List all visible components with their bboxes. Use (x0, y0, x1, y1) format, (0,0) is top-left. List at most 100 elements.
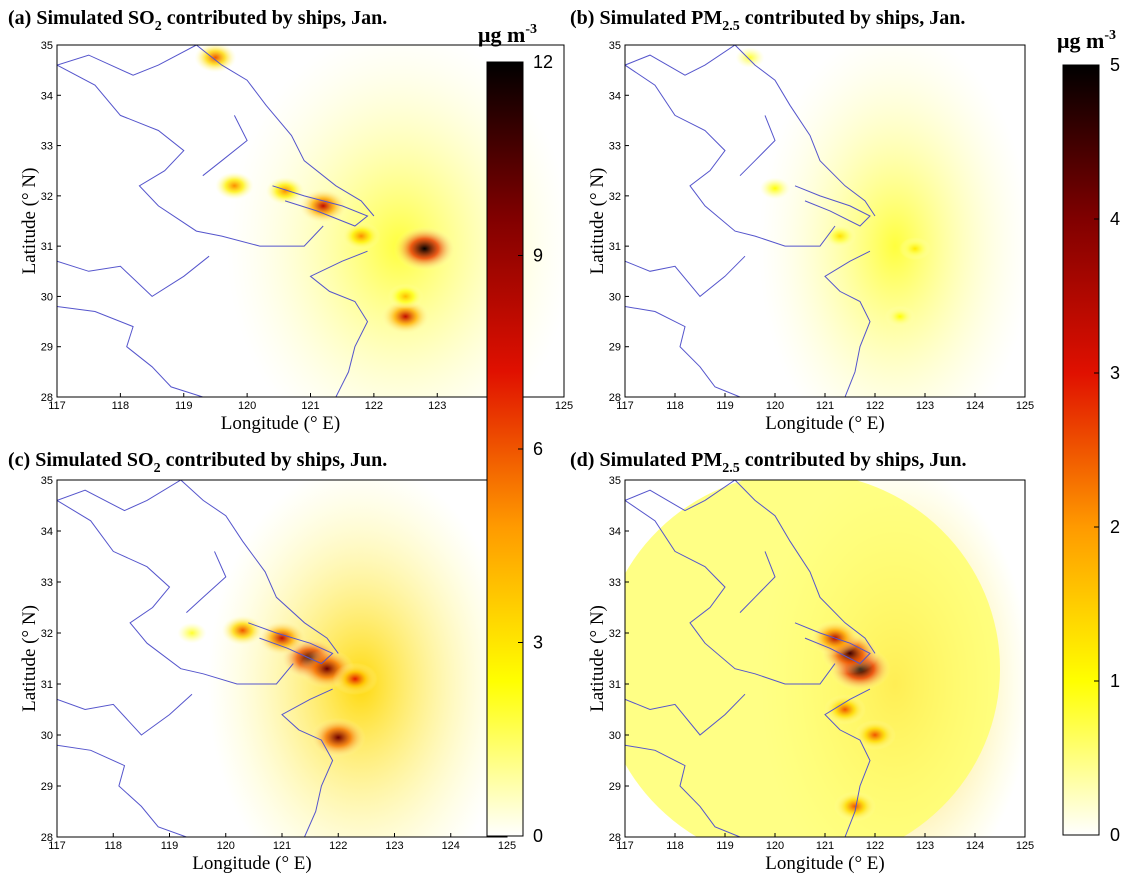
panel-d: 117 118 119 120 121 122 123 124 125 28 29 30 31 32 33 3… (570, 449, 1034, 874)
y-tick-label: 34 (41, 526, 53, 538)
boundary-line (794, 622, 871, 665)
x-tick-label: 117 (48, 400, 66, 412)
boundary-line (57, 744, 187, 837)
colorbar-so2: 0 3 6 9 12 μg m-3 (478, 22, 553, 846)
panels: 1171181191201211221231241252829303132333… (8, 7, 1034, 874)
boundary-line (272, 185, 369, 227)
x-tick-label: 124 (966, 400, 984, 412)
colorbar-tick-label: 4 (1110, 209, 1120, 229)
y-tick-label: 29 (41, 781, 53, 793)
boundary-line (625, 64, 836, 247)
colorbar-pm2-5: 0 1 2 3 4 5μg m-3 (1057, 28, 1120, 845)
hotspot (759, 177, 791, 200)
coastline-boundaries (625, 45, 876, 397)
hotspot (393, 226, 456, 271)
x-axis-label: Longitude (° E) (221, 413, 340, 434)
boundary-line (57, 45, 197, 76)
y-tick-label: 34 (609, 90, 621, 102)
boundary-line (57, 306, 203, 397)
x-tick-label: 120 (217, 840, 235, 852)
y-tick-label: 32 (609, 191, 621, 203)
hotspot (884, 305, 916, 328)
colorbar-tick-label: 1 (1110, 671, 1120, 691)
coastline-boundaries (57, 480, 339, 837)
y-tick-label: 30 (609, 291, 621, 303)
boundary-line (625, 480, 736, 512)
boundary-line (57, 64, 324, 247)
y-tick-label: 30 (41, 291, 53, 303)
boundary-line (309, 250, 369, 397)
boundary-line (625, 693, 746, 736)
boundary-line (625, 306, 741, 397)
y-tick-label: 31 (41, 241, 53, 253)
boundary-line (57, 480, 182, 512)
panel-title: (a) Simulated SO2 contributed by ships, … (8, 7, 387, 34)
y-tick-label: 28 (41, 392, 53, 404)
boundary-line (180, 480, 339, 654)
hotspot (215, 171, 254, 200)
boundary-line (625, 499, 836, 685)
x-tick-label: 121 (273, 840, 291, 852)
hotspot (381, 299, 430, 334)
panel-title: (b) Simulated PM2.5 contributed by ships… (570, 7, 965, 34)
boundary-line (794, 185, 871, 227)
colorbar-tick-label: 3 (1110, 363, 1120, 383)
y-tick-label: 31 (609, 241, 621, 253)
boundary-line (824, 250, 871, 397)
colorbar-tick-label: 0 (533, 826, 543, 846)
y-tick-label: 29 (609, 342, 621, 354)
x-axis-label: Longitude (° E) (765, 853, 884, 874)
hotspot (332, 662, 378, 696)
boundary-line (739, 115, 776, 177)
x-tick-label: 120 (766, 400, 784, 412)
boundary-line (625, 45, 736, 76)
y-tick-label: 31 (609, 679, 621, 691)
panel-title: (c) Simulated SO2 contributed by ships, … (8, 449, 387, 476)
y-tick-label: 28 (41, 832, 53, 844)
y-tick-label: 35 (609, 40, 621, 52)
ambient-plume (226, 45, 564, 397)
heatmap-field (625, 480, 1025, 837)
x-tick-label: 120 (238, 400, 256, 412)
ambient-plume (759, 45, 1025, 397)
y-tick-label: 30 (609, 730, 621, 742)
y-tick-label: 33 (609, 577, 621, 589)
boundary-line (734, 480, 876, 654)
coastline-boundaries (625, 480, 876, 837)
panel-c: 117 118 119 120 121 122 123 124 125 28 29 30 31 32 33 3… (8, 449, 516, 874)
x-tick-label: 118 (666, 400, 684, 412)
hotspot (310, 717, 366, 758)
hotspot (177, 622, 207, 644)
y-tick-label: 29 (41, 342, 53, 354)
boundary-line (196, 45, 375, 217)
y-tick-label: 30 (41, 730, 53, 742)
x-tick-label: 125 (555, 400, 573, 412)
colorbar-tick-label: 5 (1110, 55, 1120, 75)
x-tick-label: 124 (442, 840, 460, 852)
x-tick-label: 121 (301, 400, 319, 412)
boundary-line (625, 255, 746, 298)
colorbar-tick-label: 12 (533, 52, 553, 72)
y-tick-label: 32 (41, 628, 53, 640)
x-tick-label: 123 (916, 400, 934, 412)
x-tick-label: 125 (1016, 400, 1034, 412)
colorbar-tick-label: 2 (1110, 517, 1120, 537)
colorbar-unit: μg m-3 (1057, 28, 1116, 53)
x-tick-label: 117 (616, 400, 634, 412)
y-axis-label: Latitude (° N) (19, 168, 40, 275)
x-tick-label: 122 (866, 400, 884, 412)
y-tick-label: 33 (41, 141, 53, 153)
hotspot (257, 620, 307, 656)
y-tick-label: 32 (41, 191, 53, 203)
colorbar-unit: μg m-3 (478, 22, 537, 47)
hotspot (823, 224, 857, 248)
x-tick-label: 118 (104, 840, 122, 852)
y-tick-label: 29 (609, 781, 621, 793)
boundary-line (57, 499, 294, 685)
y-axis-label: Latitude (° N) (587, 605, 608, 712)
x-tick-label: 122 (866, 840, 884, 852)
heatmap-field (177, 480, 507, 837)
x-tick-label: 122 (329, 840, 347, 852)
